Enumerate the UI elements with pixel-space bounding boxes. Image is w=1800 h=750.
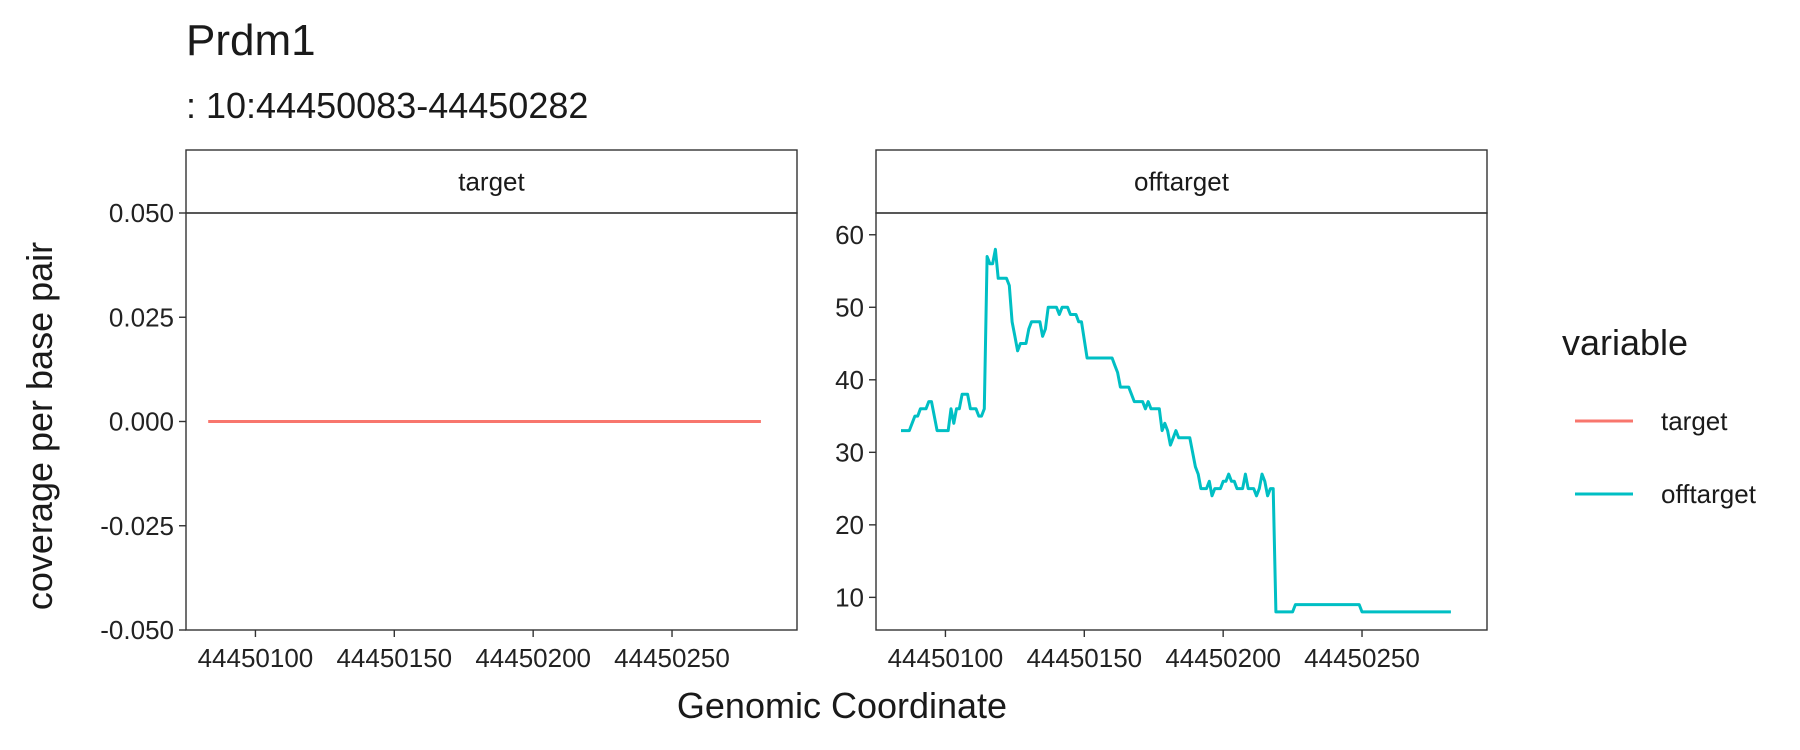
facet-strip-label: offtarget bbox=[1134, 167, 1230, 197]
facet-panels: target -0.050 -0.025 0.000 0.025 0.050 4445010… bbox=[100, 149, 1488, 673]
facet-strip bbox=[875, 149, 1488, 214]
x-tick-label: 44450250 bbox=[1304, 643, 1420, 673]
legend: variable target offtarget bbox=[1562, 322, 1757, 509]
y-tick-label: 60 bbox=[835, 220, 864, 250]
x-tick-label: 44450100 bbox=[198, 643, 314, 673]
facet-panel-offtarget: offtarget 10 20 30 40 50 60 44450100 44450150 444… bbox=[835, 149, 1488, 673]
legend-label: target bbox=[1661, 406, 1728, 436]
facet-strip bbox=[185, 149, 798, 214]
y-tick-label: -0.050 bbox=[100, 615, 174, 645]
x-tick-label: 44450250 bbox=[614, 643, 730, 673]
facet-panel-target: target -0.050 -0.025 0.000 0.025 0.050 4445010… bbox=[100, 149, 798, 673]
y-tick-label: 40 bbox=[835, 365, 864, 395]
legend-item-target: target bbox=[1575, 406, 1728, 436]
legend-title: variable bbox=[1562, 322, 1688, 363]
facet-strip-label: target bbox=[458, 167, 525, 197]
x-tick-label: 44450150 bbox=[336, 643, 452, 673]
x-tick-label: 44450100 bbox=[888, 643, 1004, 673]
y-axis-title: coverage per base pair bbox=[19, 242, 60, 610]
y-tick-label: 10 bbox=[835, 582, 864, 612]
legend-item-offtarget: offtarget bbox=[1575, 479, 1757, 509]
legend-label: offtarget bbox=[1661, 479, 1757, 509]
x-tick-label: 44450150 bbox=[1026, 643, 1142, 673]
y-tick-label: 0.000 bbox=[109, 407, 174, 437]
y-tick-label: 0.025 bbox=[109, 302, 174, 332]
x-tick-label: 44450200 bbox=[475, 643, 591, 673]
chart-title: Prdm1 bbox=[186, 16, 316, 65]
y-tick-label: -0.025 bbox=[100, 511, 174, 541]
chart-subtitle: : 10:44450083-44450282 bbox=[186, 85, 588, 126]
y-tick-label: 50 bbox=[835, 292, 864, 322]
panel-border bbox=[875, 212, 1488, 631]
y-tick-label: 20 bbox=[835, 510, 864, 540]
series-line-offtarget bbox=[901, 247, 1451, 614]
y-tick-label: 0.050 bbox=[109, 198, 174, 228]
x-tick-label: 44450200 bbox=[1165, 643, 1281, 673]
y-tick-label: 30 bbox=[835, 437, 864, 467]
x-axis-title: Genomic Coordinate bbox=[677, 685, 1007, 726]
